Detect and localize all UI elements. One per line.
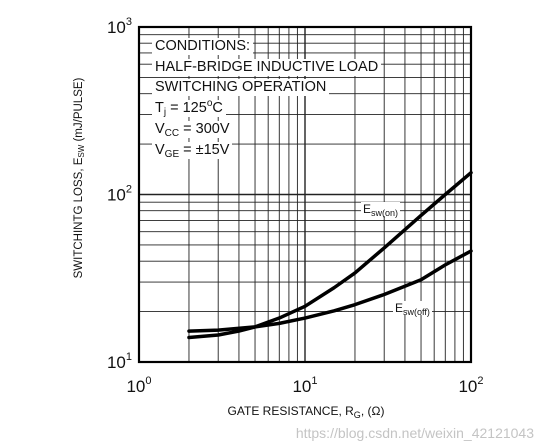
- conditions-line-1: CONDITIONS:: [152, 38, 254, 55]
- y-axis-label: SWITCHINTG LOSS, ESW (mJ/PULSE): [73, 77, 86, 279]
- conditions-line-3: SWITCHING OPERATION: [152, 79, 330, 96]
- tick-labels: 100 101 102 101 102 103: [107, 16, 484, 396]
- series-layer: [187, 170, 473, 340]
- x-axis-label: GATE RESISTANCE, RG, (Ω): [227, 404, 385, 420]
- x-tick-label: 100: [126, 375, 151, 396]
- y-tick-label: 101: [107, 351, 132, 372]
- series-line-esw-on: [187, 170, 473, 340]
- x-tick-label: 101: [292, 375, 317, 396]
- conditions-vge: VGE = ±15V: [152, 142, 233, 160]
- y-tick-label: 102: [107, 184, 132, 205]
- x-tick-label: 102: [458, 375, 483, 396]
- watermark: https://blog.csdn.net/weixin_42121043: [295, 425, 534, 441]
- series-label-esw-on: Esw(on): [361, 202, 401, 218]
- plot-frame: [137, 25, 473, 364]
- conditions-vcc: VCC = 300V: [152, 121, 233, 139]
- conditions-line-2: HALF-BRIDGE INDUCTIVE LOAD: [152, 59, 382, 76]
- series-label-esw-off: Esw(off): [393, 301, 432, 317]
- y-tick-label: 103: [107, 16, 132, 37]
- conditions-tj: Tj = 125oC: [152, 99, 226, 118]
- series-line-esw-off: [187, 249, 473, 333]
